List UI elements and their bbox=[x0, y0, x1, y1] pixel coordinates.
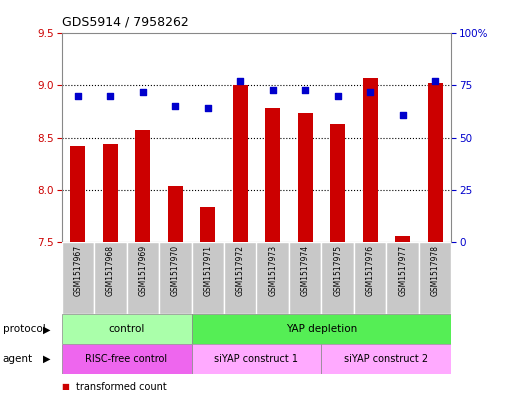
Bar bbox=[289, 242, 322, 314]
Text: ■: ■ bbox=[62, 382, 69, 391]
Bar bbox=[396, 237, 410, 242]
Bar bbox=[70, 146, 85, 242]
Text: ▶: ▶ bbox=[44, 354, 51, 364]
Point bbox=[431, 78, 439, 84]
Bar bbox=[363, 78, 378, 242]
Bar bbox=[265, 108, 280, 242]
Bar bbox=[201, 208, 215, 242]
Bar bbox=[191, 344, 322, 374]
Bar bbox=[159, 242, 191, 314]
Bar bbox=[256, 242, 289, 314]
Bar bbox=[62, 344, 191, 374]
Bar bbox=[298, 112, 312, 242]
Text: GSM1517970: GSM1517970 bbox=[171, 245, 180, 296]
Bar bbox=[191, 314, 451, 344]
Point bbox=[106, 93, 114, 99]
Point bbox=[171, 103, 180, 109]
Text: siYAP construct 2: siYAP construct 2 bbox=[344, 354, 428, 364]
Text: RISC-free control: RISC-free control bbox=[86, 354, 168, 364]
Text: GSM1517978: GSM1517978 bbox=[431, 245, 440, 296]
Text: GSM1517974: GSM1517974 bbox=[301, 245, 310, 296]
Text: ▶: ▶ bbox=[44, 324, 51, 334]
Point bbox=[301, 86, 309, 93]
Point bbox=[269, 86, 277, 93]
Bar bbox=[168, 187, 183, 242]
Bar bbox=[386, 242, 419, 314]
Text: transformed count: transformed count bbox=[76, 382, 167, 392]
Text: GSM1517973: GSM1517973 bbox=[268, 245, 277, 296]
Point bbox=[74, 93, 82, 99]
Text: agent: agent bbox=[3, 354, 33, 364]
Bar bbox=[224, 242, 256, 314]
Bar bbox=[135, 130, 150, 242]
Bar bbox=[62, 242, 94, 314]
Text: GSM1517968: GSM1517968 bbox=[106, 245, 115, 296]
Text: GSM1517976: GSM1517976 bbox=[366, 245, 374, 296]
Text: protocol: protocol bbox=[3, 324, 45, 334]
Text: control: control bbox=[108, 324, 145, 334]
Bar bbox=[233, 85, 248, 242]
Bar bbox=[330, 124, 345, 242]
Text: siYAP construct 1: siYAP construct 1 bbox=[214, 354, 299, 364]
Point bbox=[333, 93, 342, 99]
Bar bbox=[354, 242, 386, 314]
Text: GSM1517971: GSM1517971 bbox=[203, 245, 212, 296]
Point bbox=[139, 88, 147, 95]
Bar bbox=[428, 83, 443, 242]
Text: GSM1517975: GSM1517975 bbox=[333, 245, 342, 296]
Point bbox=[366, 88, 374, 95]
Point bbox=[204, 105, 212, 112]
Bar bbox=[322, 242, 354, 314]
Bar bbox=[322, 344, 451, 374]
Text: GDS5914 / 7958262: GDS5914 / 7958262 bbox=[62, 16, 188, 29]
Point bbox=[399, 112, 407, 118]
Bar bbox=[419, 242, 451, 314]
Text: YAP depletion: YAP depletion bbox=[286, 324, 357, 334]
Bar bbox=[127, 242, 159, 314]
Text: GSM1517972: GSM1517972 bbox=[236, 245, 245, 296]
Bar bbox=[191, 242, 224, 314]
Bar bbox=[62, 314, 191, 344]
Bar bbox=[103, 144, 117, 242]
Text: GSM1517977: GSM1517977 bbox=[398, 245, 407, 296]
Point bbox=[236, 78, 244, 84]
Text: GSM1517967: GSM1517967 bbox=[73, 245, 82, 296]
Bar bbox=[94, 242, 127, 314]
Text: GSM1517969: GSM1517969 bbox=[139, 245, 147, 296]
